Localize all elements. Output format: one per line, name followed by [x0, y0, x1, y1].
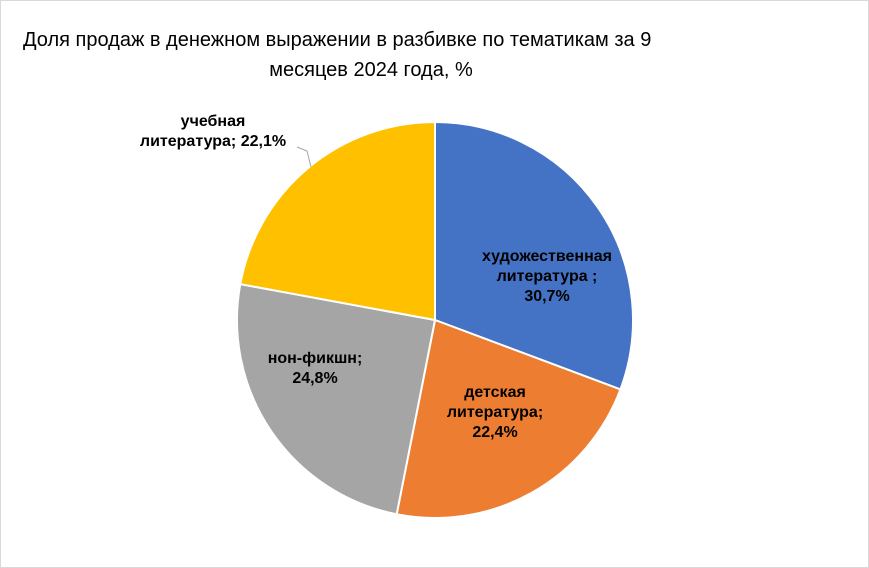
- chart-title: Доля продаж в денежном выражении в разби…: [1, 25, 741, 85]
- pie-slice-children: [395, 318, 622, 519]
- data-label-fiction: художественная литература ; 30,7%: [482, 248, 612, 305]
- data-label-educational: учебная литература; 22,1%: [140, 113, 286, 150]
- data-label-children: детская литература; 22,4%: [447, 384, 543, 441]
- data-label-line: литература;: [447, 404, 543, 421]
- chart-title-line2: месяцев 2024 года, %: [269, 59, 473, 81]
- data-label-line: художественная: [482, 248, 612, 265]
- pie-slice-fiction: [434, 120, 634, 391]
- data-label-line: литература ;: [497, 268, 598, 285]
- data-label-line: учебная: [181, 113, 246, 130]
- data-label-line: 22,4%: [472, 424, 517, 441]
- chart-title-line1: Доля продаж в денежном выражении в разби…: [23, 29, 652, 51]
- leader-line-educational: [296, 146, 312, 168]
- data-label-line: 24,8%: [292, 370, 337, 387]
- pie-slice-nonfiction: [236, 282, 437, 516]
- data-label-nonfiction: нон-фикшн; 24,8%: [268, 350, 363, 387]
- data-label-line: детская: [464, 384, 526, 401]
- data-label-line: литература; 22,1%: [140, 133, 286, 150]
- data-label-line: 30,7%: [524, 288, 569, 305]
- pie-slice-educational: [239, 120, 436, 322]
- data-label-line: нон-фикшн;: [268, 350, 363, 367]
